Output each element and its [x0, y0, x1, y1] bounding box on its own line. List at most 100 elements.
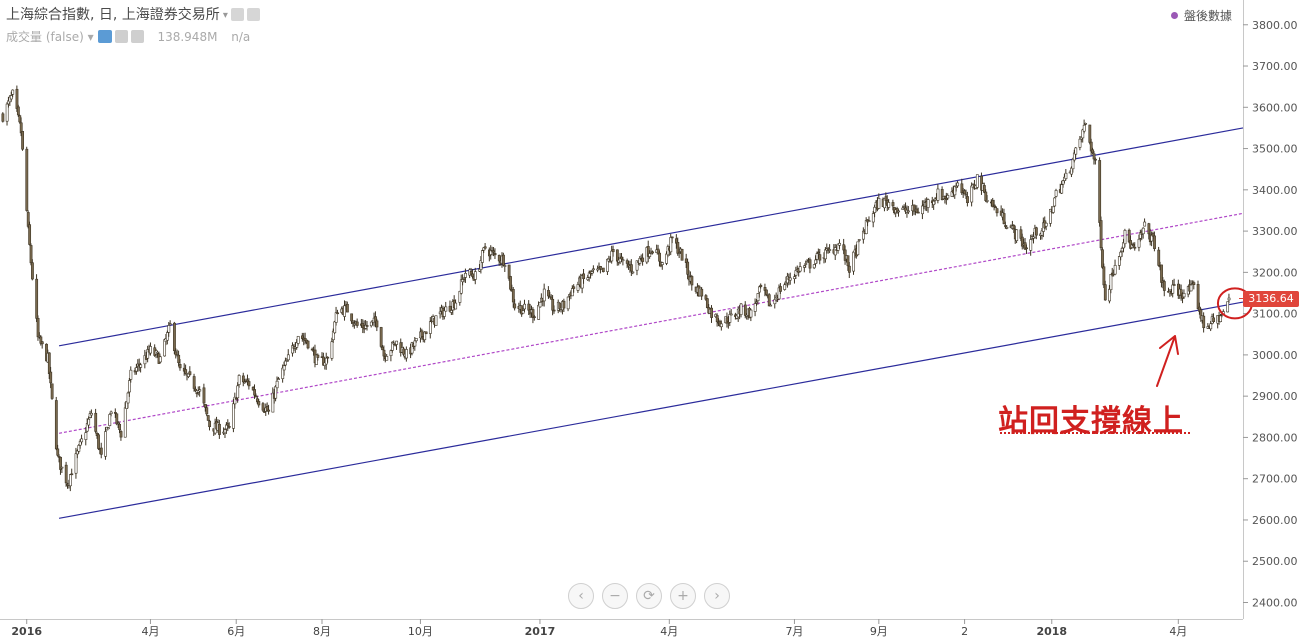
candle-body: [343, 305, 346, 317]
zoom-in-button[interactable]: +: [670, 583, 696, 609]
candle-body: [74, 453, 78, 474]
candle-body: [202, 387, 206, 404]
candle-body: [503, 265, 507, 267]
candle-body: [1074, 147, 1078, 155]
candle-body: [205, 407, 209, 415]
candle-body: [753, 303, 757, 312]
exchange-name: 上海證券交易所: [121, 7, 220, 23]
candle-body: [177, 354, 181, 364]
candle-body: [375, 320, 379, 328]
scroll-right-button[interactable]: ›: [704, 583, 730, 609]
candle-body: [1160, 264, 1163, 283]
candle-body: [64, 464, 68, 484]
gear-icon[interactable]: [114, 30, 128, 43]
candle-body: [1157, 249, 1161, 266]
candles-group: [1, 85, 1231, 492]
chevron-down-icon[interactable]: ▾: [222, 9, 228, 21]
candle-body: [542, 288, 546, 302]
candle-body: [381, 346, 384, 351]
x-tick-label: 6月: [227, 625, 245, 638]
candle-body: [759, 284, 763, 287]
candle-body: [523, 303, 526, 310]
candle-body: [1219, 315, 1223, 323]
candle-body: [625, 260, 629, 264]
volume-label: 成交量: [6, 30, 43, 44]
candle-body: [471, 273, 474, 277]
candle-body: [57, 456, 61, 458]
candle-body: [241, 375, 245, 383]
candle-body: [956, 182, 960, 187]
candle-body: [70, 473, 74, 476]
candle-body: [946, 195, 950, 199]
candle-body: [590, 271, 594, 274]
annotation-underline: [1000, 432, 1190, 434]
candle-body: [80, 438, 84, 443]
volume-legend[interactable]: 成交量 (false) ▾ 138.948M n/a: [6, 28, 250, 45]
candle-body: [549, 296, 553, 300]
reset-button[interactable]: ⟳: [636, 583, 662, 609]
candle-body: [804, 263, 808, 265]
gear-icon[interactable]: [246, 7, 260, 21]
zoom-out-button[interactable]: −: [602, 583, 628, 609]
candle-body: [995, 208, 999, 214]
candle-body: [282, 365, 286, 371]
candle-body: [90, 412, 93, 416]
legend-separator: ,: [112, 7, 122, 23]
candle-body: [192, 376, 196, 389]
candle-body: [402, 348, 406, 355]
candle-body: [334, 312, 338, 323]
candle-body: [203, 404, 207, 408]
y-tick-label: 3600.00: [1252, 101, 1298, 114]
eye-icon[interactable]: [97, 30, 112, 43]
candle-body: [99, 447, 103, 455]
candle-body: [39, 336, 43, 344]
y-tick-label: 3500.00: [1252, 143, 1298, 156]
candle-body: [862, 230, 865, 240]
scroll-left-button[interactable]: ‹: [568, 583, 594, 609]
candle-body: [788, 277, 792, 281]
candle-body: [1133, 246, 1137, 249]
x-tick-label: 9月: [870, 625, 888, 638]
candle-body: [763, 287, 767, 291]
candle-body: [877, 198, 881, 209]
candle-body: [1005, 226, 1009, 229]
candle-body: [1098, 160, 1102, 223]
x-tick-label: 8月: [313, 625, 331, 638]
candle-body: [856, 241, 860, 256]
candle-body: [232, 403, 235, 429]
candle-body: [686, 261, 690, 275]
candle-body: [9, 95, 13, 100]
candle-body: [1196, 284, 1200, 310]
candle-body: [129, 369, 133, 380]
candle-body: [902, 206, 906, 208]
candle-body: [303, 338, 307, 341]
eye-icon[interactable]: [230, 7, 244, 21]
candle-body: [198, 389, 202, 392]
candle-body: [1212, 317, 1215, 322]
candle-body: [19, 122, 23, 134]
candle-body: [1092, 153, 1096, 160]
candle-body: [1226, 301, 1230, 313]
x-tick-label: 2018: [1036, 625, 1067, 638]
symbol-legend[interactable]: 上海綜合指數, 日, 上海證券交易所 ▾: [6, 4, 260, 24]
candle-body: [907, 210, 910, 213]
candle-body: [817, 251, 820, 254]
candle-body: [473, 271, 477, 280]
candle-body: [828, 249, 832, 251]
candle-body: [582, 273, 586, 280]
candle-body: [206, 415, 210, 421]
candle-body: [511, 289, 515, 303]
candle-body: [365, 325, 369, 327]
candle-body: [842, 244, 846, 251]
candle-body: [274, 386, 278, 399]
chevron-down-icon[interactable]: ▾: [87, 30, 94, 44]
candle-body: [1094, 158, 1097, 161]
candle-body: [208, 420, 212, 428]
candle-body: [867, 220, 871, 222]
after-hours-toggle[interactable]: 盤後數據: [1170, 7, 1232, 24]
candle-body: [720, 323, 723, 328]
candle-body: [128, 380, 131, 393]
candle-body: [448, 305, 452, 312]
close-icon[interactable]: [130, 30, 144, 43]
